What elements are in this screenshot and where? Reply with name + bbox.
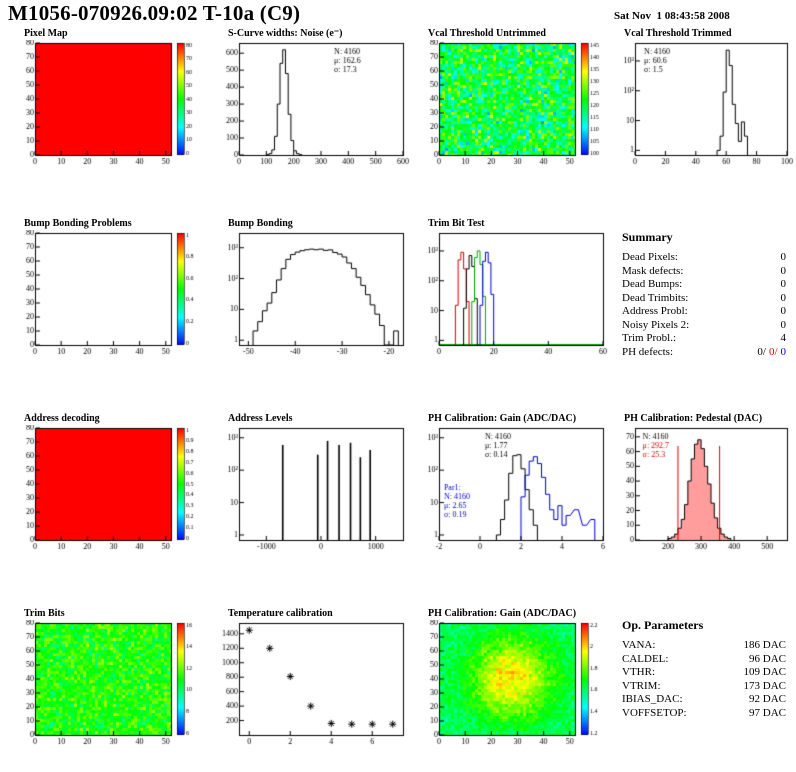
summary-label: Dead Pixels: xyxy=(622,251,678,263)
plot-title: Bump Bonding xyxy=(228,218,293,229)
plot-title: Address Levels xyxy=(228,413,293,424)
plot-ph-gain-map: PH Calibration: Gain (ADC/DAC) xyxy=(412,608,612,754)
ph-defects-values: 0/0/0 xyxy=(754,346,786,360)
plot-bump-bonding: Bump Bonding xyxy=(212,218,412,364)
op-label: VOFFSETOP: xyxy=(622,706,687,719)
report-timestamp: Sat Nov 1 08:43:58 2008 xyxy=(614,10,730,22)
op-row-ibias: IBIAS_DAC: 92 DAC xyxy=(622,693,786,707)
op-row-voffsetop: VOFFSETOP: 97 DAC xyxy=(622,707,786,721)
ph-defects-black: 0/ xyxy=(757,345,766,358)
summary-value: 0 xyxy=(780,251,787,263)
op-label: VTRIM: xyxy=(622,679,661,692)
summary-row-dead-pixels: Dead Pixels: 0 xyxy=(622,251,786,265)
plot-title: PH Calibration: Pedestal (DAC) xyxy=(624,413,763,424)
address-levels-canvas xyxy=(212,425,412,557)
plot-title: Vcal Threshold Untrimmed xyxy=(428,28,546,39)
address-decoding-canvas xyxy=(8,425,208,557)
plot-address-levels: Address Levels xyxy=(212,413,412,559)
bump-bonding-problems-canvas xyxy=(8,230,208,362)
summary-value: 0 xyxy=(780,318,787,331)
op-value: 92 DAC xyxy=(749,693,786,705)
summary-value: 0 xyxy=(780,291,787,304)
plot-title: Address decoding xyxy=(24,413,100,424)
pixel-map-canvas xyxy=(8,40,208,172)
summary-label: Dead Bumps: xyxy=(622,278,683,290)
plot-title: Trim Bit Test xyxy=(428,218,485,229)
summary-row-noisy-pixels: Noisy Pixels 2: 0 xyxy=(622,319,786,333)
summary-label: Address Probl: xyxy=(622,305,688,317)
plot-title: Bump Bonding Problems xyxy=(24,218,132,229)
plot-vcal-threshold-trimmed: Vcal Threshold Trimmed xyxy=(608,28,796,174)
summary-row-address-probl: Address Probl: 0 xyxy=(622,305,786,319)
summary-title: Summary xyxy=(622,230,673,244)
scurve-noise-canvas xyxy=(212,40,412,172)
ph-defects-blue: 0 xyxy=(780,345,787,358)
ph-gain-hist-canvas xyxy=(412,425,612,557)
op-label: VTHR: xyxy=(622,666,655,678)
op-label: VANA: xyxy=(622,639,656,651)
plot-title: PH Calibration: Gain (ADC/DAC) xyxy=(428,413,577,424)
plot-ph-pedestal: PH Calibration: Pedestal (DAC) xyxy=(608,413,796,559)
summary-row-trim-probl: Trim Probl.: 4 xyxy=(622,332,786,346)
plot-title: Trim Bits xyxy=(24,608,65,619)
plot-title: Pixel Map xyxy=(24,28,68,39)
op-parameters-panel: Op. Parameters VANA: 186 DAC CALDEL: 96 DA… xyxy=(622,618,786,720)
plot-address-decoding: Address decoding xyxy=(8,413,208,559)
bump-bonding-canvas xyxy=(212,230,412,362)
summary-value: 0 xyxy=(780,278,787,290)
op-row-vtrim: VTRIM: 173 DAC xyxy=(622,680,786,694)
op-value: 109 DAC xyxy=(743,666,786,678)
ph-pedestal-canvas xyxy=(608,425,796,557)
summary-row-ph-defects: PH defects: 0/0/0 xyxy=(622,346,786,360)
summary-label: Mask defects: xyxy=(622,264,684,277)
plot-temperature-calibration: Temperature calibration xyxy=(212,608,412,754)
plot-title: Vcal Threshold Trimmed xyxy=(624,28,732,39)
summary-value: 0 xyxy=(780,305,787,317)
summary-value: 0 xyxy=(780,264,787,277)
op-row-caldel: CALDEL: 96 DAC xyxy=(622,653,786,667)
summary-label: Noisy Pixels 2: xyxy=(622,318,690,331)
vcal-untrimmed-canvas xyxy=(412,40,612,172)
page-title: M1056-070926.09:02 T-10a (C9) xyxy=(8,1,301,25)
plot-ph-gain-hist: PH Calibration: Gain (ADC/DAC) xyxy=(412,413,612,559)
op-value: 186 DAC xyxy=(743,639,786,651)
vcal-trimmed-canvas xyxy=(608,40,796,172)
summary-label: PH defects: xyxy=(622,345,674,358)
op-value: 96 DAC xyxy=(749,652,786,665)
plot-title: Temperature calibration xyxy=(228,608,333,619)
op-row-vana: VANA: 186 DAC xyxy=(622,639,786,653)
plot-title: S-Curve widths: Noise (e⁻) xyxy=(228,28,343,39)
op-value: 97 DAC xyxy=(749,706,786,719)
trim-bit-test-canvas xyxy=(412,230,612,362)
summary-row-dead-trimbits: Dead Trimbits: 0 xyxy=(622,292,786,306)
summary-label: Dead Trimbits: xyxy=(622,291,689,304)
trim-bits-map-canvas xyxy=(8,620,208,752)
plot-title: PH Calibration: Gain (ADC/DAC) xyxy=(428,608,577,619)
op-row-vthr: VTHR: 109 DAC xyxy=(622,666,786,680)
summary-label: Trim Probl.: xyxy=(622,332,677,344)
ph-gain-map-canvas xyxy=(412,620,612,752)
temperature-calibration-canvas xyxy=(212,620,412,752)
plot-vcal-threshold-untrimmed: Vcal Threshold Untrimmed xyxy=(412,28,612,174)
op-label: IBIAS_DAC: xyxy=(622,693,683,705)
ph-defects-red: 0/ xyxy=(768,345,778,358)
summary-value: 4 xyxy=(780,332,787,344)
summary-row-dead-bumps: Dead Bumps: 0 xyxy=(622,278,786,292)
op-parameters-title: Op. Parameters xyxy=(622,618,704,632)
summary-panel: Summary Dead Pixels: 0 Mask defects: 0 Dea… xyxy=(622,230,786,359)
plot-bump-bonding-problems: Bump Bonding Problems xyxy=(8,218,208,364)
plot-pixel-map: Pixel Map xyxy=(8,28,208,174)
plot-scurve-noise: S-Curve widths: Noise (e⁻) xyxy=(212,28,412,174)
op-value: 173 DAC xyxy=(743,679,786,692)
plot-trim-bits-map: Trim Bits xyxy=(8,608,208,754)
summary-row-mask-defects: Mask defects: 0 xyxy=(622,265,786,279)
plot-trim-bit-test: Trim Bit Test xyxy=(412,218,612,364)
op-label: CALDEL: xyxy=(622,652,669,665)
